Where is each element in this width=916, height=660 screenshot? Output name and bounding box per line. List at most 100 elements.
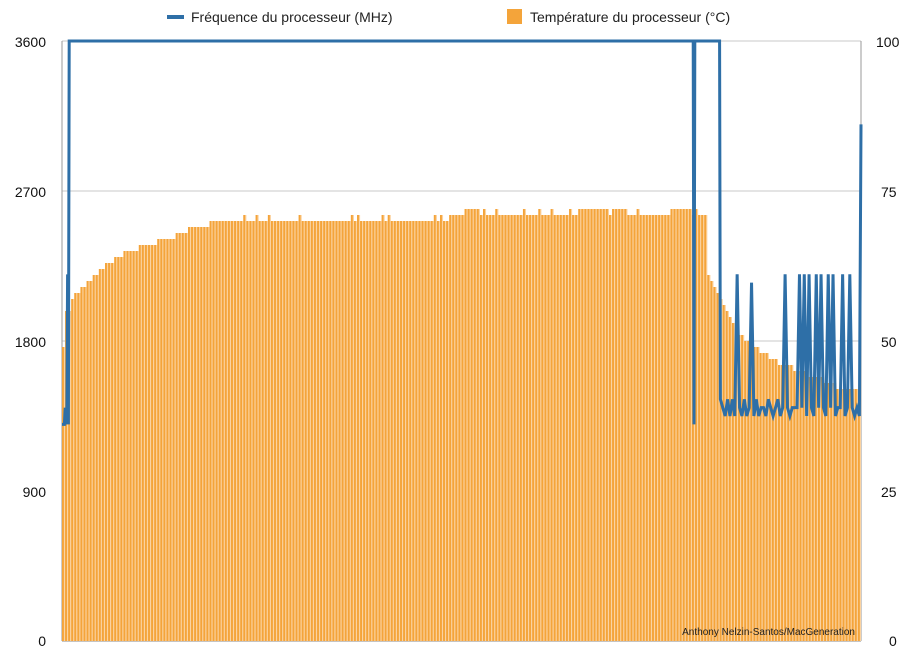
- temperature-bar: [360, 221, 362, 641]
- temperature-bar: [178, 233, 181, 641]
- temperature-bar: [639, 215, 642, 641]
- temperature-bar: [768, 359, 771, 641]
- temperature-bar: [645, 215, 648, 641]
- temperature-bar: [738, 335, 740, 641]
- temperature-bar: [215, 221, 218, 641]
- temperature-bar: [74, 293, 77, 641]
- temperature-bar: [615, 209, 618, 641]
- temperature-bar: [249, 221, 252, 641]
- temperature-bar: [750, 347, 753, 641]
- temperature-bar: [836, 389, 839, 641]
- temperature-bar: [310, 221, 313, 641]
- temperature-bar: [483, 209, 485, 641]
- temperature-bar: [695, 209, 697, 641]
- temperature-bar: [722, 305, 725, 641]
- temperature-bar: [338, 221, 341, 641]
- temperature-bar: [735, 329, 737, 641]
- temperature-bar: [396, 221, 399, 641]
- temperature-bar: [661, 215, 664, 641]
- right-axis: 100 75 50 25 0: [876, 34, 900, 649]
- temperature-bar: [504, 215, 507, 641]
- temperature-bar: [363, 221, 366, 641]
- temperature-bar: [350, 215, 353, 641]
- temperature-bar: [492, 215, 495, 641]
- legend-item-frequency[interactable]: Fréquence du processeur (MHz): [167, 9, 393, 25]
- temperature-bar: [707, 275, 710, 641]
- temperature-bar: [778, 365, 780, 641]
- temperature-bar: [452, 215, 455, 641]
- temperature-bar: [676, 209, 679, 641]
- temperature-bar: [301, 221, 304, 641]
- temperature-bar: [353, 221, 356, 641]
- temperature-bar: [771, 359, 774, 641]
- temperature-bar: [501, 215, 504, 641]
- temperature-bar: [553, 215, 556, 641]
- temperature-bar: [289, 221, 292, 641]
- temperature-bar: [412, 221, 415, 641]
- temperature-bar: [234, 221, 236, 641]
- credit-text: Anthony Nelzin-Santos/MacGeneration: [682, 627, 855, 638]
- temperature-bar: [326, 221, 329, 641]
- temperature-bar: [756, 347, 759, 641]
- temperature-bar: [824, 383, 827, 641]
- temperature-bar: [476, 209, 479, 641]
- temperature-bar: [436, 221, 439, 641]
- temperature-bar: [252, 221, 255, 641]
- temperature-bar: [449, 215, 452, 641]
- temperature-bar: [307, 221, 310, 641]
- temperature-bar: [298, 215, 301, 641]
- temperature-bar: [135, 251, 138, 641]
- temperature-bar: [151, 245, 154, 641]
- temperature-bar: [114, 257, 117, 641]
- temperature-bar: [814, 377, 817, 641]
- temperature-bar: [224, 221, 227, 641]
- temperature-bar: [357, 215, 359, 641]
- temperature-bar: [83, 287, 86, 641]
- temperature-bar: [366, 221, 369, 641]
- temperature-bar: [827, 383, 830, 641]
- temperature-bar: [320, 221, 323, 641]
- temperature-bar: [443, 221, 445, 641]
- temperature-bar: [329, 221, 332, 641]
- temperature-bar: [673, 209, 676, 641]
- temperature-bar: [154, 245, 157, 641]
- temperature-bar: [495, 209, 498, 641]
- temperature-bar: [612, 209, 614, 641]
- temperature-bar: [851, 389, 854, 641]
- temperature-bar: [144, 245, 147, 641]
- temperature-bar: [117, 257, 120, 641]
- temperature-bar: [101, 269, 104, 641]
- temperature-bar: [652, 215, 654, 641]
- temperature-bar: [283, 221, 286, 641]
- temperature-bar: [781, 365, 784, 641]
- temperature-bar: [575, 215, 578, 641]
- y-right-tick-label: 25: [881, 484, 897, 500]
- temperature-bar: [799, 371, 802, 641]
- temperature-bar: [522, 209, 525, 641]
- legend-item-temperature[interactable]: Température du processeur (°C): [507, 9, 730, 25]
- temperature-bar: [728, 317, 731, 641]
- frequency-line-layer: [62, 39, 863, 426]
- temperature-bar: [421, 221, 424, 641]
- y-left-tick-label: 1800: [15, 334, 46, 350]
- temperature-bar: [129, 251, 132, 641]
- temperature-bar: [221, 221, 224, 641]
- temperature-bar: [464, 209, 467, 641]
- temperature-bar: [267, 215, 270, 641]
- temperature-bar: [89, 281, 92, 641]
- temperature-bar: [203, 227, 206, 641]
- temperature-bar: [839, 389, 842, 641]
- temperature-bar: [132, 251, 135, 641]
- temperature-bar: [406, 221, 409, 641]
- temperature-bar: [842, 389, 845, 641]
- temperature-bar: [627, 215, 630, 641]
- temperature-bar: [172, 239, 175, 641]
- temperature-bar: [535, 215, 538, 641]
- temperature-bar: [774, 359, 777, 641]
- temperature-bar: [581, 209, 584, 641]
- temperature-bar: [805, 371, 808, 641]
- temperature-bar: [344, 221, 347, 641]
- temperature-bar: [277, 221, 280, 641]
- temperature-bar: [670, 209, 673, 641]
- legend: Fréquence du processeur (MHz) Températur…: [167, 9, 730, 25]
